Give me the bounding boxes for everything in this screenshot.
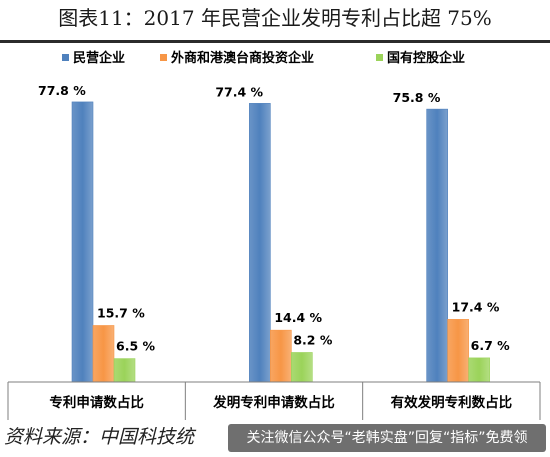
bar-3-1 <box>113 358 136 383</box>
legend-swatch-1 <box>62 54 69 61</box>
legend-label-2: 外商和港澳台商投资企业 <box>170 50 314 66</box>
page-title: 图表11：2017 年民营企业发明专利占比超 75% <box>58 6 492 30</box>
bar-1-1 <box>71 101 94 383</box>
bar-3-3 <box>468 357 490 383</box>
data-label-2-1: 15.7 % <box>97 305 145 320</box>
bar-2-3 <box>447 319 469 383</box>
legend-label-3: 国有控股企业 <box>387 50 465 66</box>
data-label-1-2: 77.4 % <box>215 84 263 99</box>
data-label-2-3: 17.4 % <box>452 299 500 314</box>
data-label-3-2: 8.2 % <box>293 332 332 347</box>
bar-3-2 <box>291 352 313 383</box>
category-label-1: 专利申请数占比 <box>49 394 144 411</box>
category-label-3: 有效发明专利数占比 <box>391 394 513 411</box>
title-underline <box>0 40 550 43</box>
bar-2-2 <box>270 329 292 383</box>
legend-swatch-2 <box>160 54 167 61</box>
legend-label-1: 民营企业 <box>73 50 125 66</box>
bar-1-3 <box>426 108 448 383</box>
data-label-3-3: 6.7 % <box>471 338 510 353</box>
data-label-3-1: 6.5 % <box>116 339 155 354</box>
watermark-banner: 关注微信公众号“老韩实盘”回复“指标”免费领 <box>228 424 546 452</box>
bar-2-1 <box>92 325 115 383</box>
source-note: 资料来源：中国科技统 <box>4 426 195 448</box>
bar-1-2 <box>249 103 271 383</box>
data-label-2-2: 14.4 % <box>274 310 322 325</box>
data-label-1-1: 77.8 % <box>38 83 86 98</box>
bar-chart: 民营企业 外商和港澳台商投资企业 国有控股企业 77.8 % 15.7 % 6.5 % 专利… <box>7 50 541 420</box>
data-label-1-3: 75.8 % <box>393 90 441 105</box>
category-label-2: 发明专利申请数占比 <box>212 394 335 411</box>
legend-swatch-3 <box>376 54 383 61</box>
